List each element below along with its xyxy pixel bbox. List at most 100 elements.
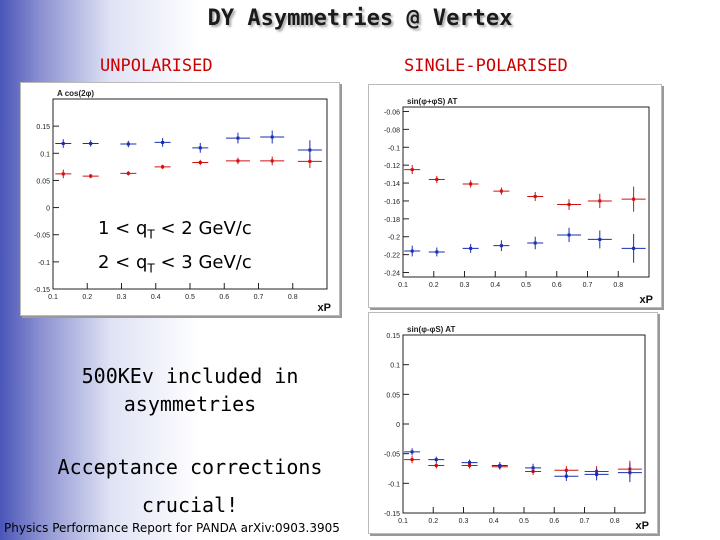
y-tick-label: -0.08	[384, 127, 400, 134]
x-tick-label: 0.2	[429, 282, 439, 289]
y-tick-label: -0.16	[384, 199, 400, 206]
x-tick-label: 0.5	[185, 294, 195, 301]
data-point	[632, 197, 636, 201]
data-point	[567, 233, 571, 237]
y-tick-label: 0	[396, 422, 400, 429]
y-tick-label: -0.05	[34, 233, 50, 240]
y-tick-label: -0.1	[388, 145, 400, 152]
x-tick-label: 0.4	[489, 518, 499, 525]
data-point	[533, 194, 537, 198]
data-point	[270, 159, 274, 163]
data-point	[126, 171, 130, 175]
x-tick-label: 0.4	[490, 282, 500, 289]
chart-panel-single-pol-bottom: -0.15 -0.1 -0.05 0 0.05 0.1 0.15 0.1 0.2 0.3 0.4 0.…	[368, 312, 658, 534]
data-point	[468, 461, 472, 465]
single-polarised-heading: SINGLE-POLARISED	[404, 56, 568, 76]
y-tick-label: -0.15	[384, 511, 400, 518]
data-point	[198, 161, 202, 165]
data-point	[410, 458, 414, 462]
x-tick-label: 0.5	[521, 282, 531, 289]
data-point	[410, 450, 414, 454]
y-tick-label: 0.05	[386, 392, 400, 399]
data-point	[61, 172, 65, 176]
chart-unpolarised: -0.15 -0.1 -0.05 0 0.05 0.1 0.15 0.1 0.2 0.3 0.4 0.…	[34, 89, 331, 314]
plot-frame	[402, 334, 646, 514]
y-tick-label: 0.15	[36, 124, 50, 131]
qt-range-label-1: 1 < qT < 2 GeV/c	[98, 218, 252, 242]
data-point	[499, 244, 503, 248]
data-point	[564, 474, 568, 478]
bullet-events: 500KEv included in asymmetries	[81, 364, 299, 416]
x-axis-label: xP	[636, 520, 649, 532]
x-tick-label: 0.8	[610, 518, 620, 525]
data-point	[89, 174, 93, 178]
x-tick-label: 0.8	[288, 294, 298, 301]
x-tick-label: 0.3	[459, 518, 469, 525]
y-tick-label: 0.1	[40, 151, 50, 158]
x-tick-label: 0.6	[552, 282, 562, 289]
y-tick-label: -0.2	[388, 235, 400, 242]
y-tick-label: -0.12	[384, 163, 400, 170]
data-point	[564, 468, 568, 472]
data-point	[161, 165, 165, 169]
x-tick-label: 0.3	[460, 282, 470, 289]
data-point	[435, 250, 439, 254]
data-point	[595, 472, 599, 476]
y-tick-label: -0.1	[38, 260, 50, 267]
x-tick-label: 0.1	[48, 294, 58, 301]
chart-panel-single-pol-top: -0.06 -0.08 -0.1 -0.12 -0.14 -0.16 -0.18 -0.2 -0…	[368, 84, 662, 308]
y-tick-label: -0.05	[384, 452, 400, 459]
data-point	[198, 146, 202, 150]
data-point	[410, 249, 414, 253]
x-tick-label: 0.2	[428, 518, 438, 525]
slide-title: DY Asymmetries @ Vertex	[207, 6, 513, 31]
data-point	[435, 177, 439, 181]
bullet-acceptance: Acceptance corrections crucial!	[57, 455, 323, 517]
chart-panel-unpolarised: -0.15 -0.1 -0.05 0 0.05 0.1 0.15 0.1 0.2 0.3 0.4 0.…	[20, 82, 340, 316]
y-tick-label: 0.15	[386, 333, 400, 340]
data-point	[236, 136, 240, 140]
x-tick-label: 0.1	[398, 518, 408, 525]
y-tick-label: 0.1	[390, 363, 400, 370]
x-tick-label: 0.6	[219, 294, 229, 301]
x-tick-label: 0.7	[583, 282, 593, 289]
y-axis-label: sin(φ+φS) AT	[407, 97, 457, 106]
data-point	[628, 471, 632, 475]
x-tick-label: 0.1	[398, 282, 408, 289]
data-point	[434, 464, 438, 468]
data-point	[161, 140, 165, 144]
x-axis-label: xP	[640, 294, 653, 306]
x-tick-label: 0.5	[519, 518, 529, 525]
footer-reference: Physics Performance Report for PANDA arX…	[4, 521, 340, 535]
data-point	[308, 159, 312, 163]
y-axis-label: sin(φ-φS) AT	[407, 325, 455, 334]
x-tick-label: 0.7	[254, 294, 264, 301]
plot-frame	[402, 106, 650, 278]
data-point	[89, 142, 93, 146]
x-tick-label: 0.4	[151, 294, 161, 301]
data-point	[469, 246, 473, 250]
data-point	[126, 142, 130, 146]
y-tick-label: -0.24	[384, 271, 400, 278]
y-axis-label: A cos(2φ)	[57, 89, 94, 98]
data-point	[410, 168, 414, 172]
data-point	[598, 237, 602, 241]
y-tick-label: -0.1	[388, 481, 400, 488]
y-tick-label: -0.15	[34, 287, 50, 294]
chart-single-pol-bottom: -0.15 -0.1 -0.05 0 0.05 0.1 0.15 0.1 0.2 0.3 0.4 0.…	[384, 325, 649, 532]
y-tick-label: -0.06	[384, 109, 400, 116]
x-tick-label: 0.6	[549, 518, 559, 525]
data-point	[270, 135, 274, 139]
data-point	[499, 189, 503, 193]
y-tick-label: -0.14	[384, 181, 400, 188]
x-tick-label: 0.8	[613, 282, 623, 289]
data-point	[236, 159, 240, 163]
data-point	[531, 466, 535, 470]
x-tick-label: 0.3	[117, 294, 127, 301]
data-point	[632, 246, 636, 250]
y-tick-label: -0.22	[384, 253, 400, 260]
y-tick-label: 0.05	[36, 178, 50, 185]
data-point	[469, 182, 473, 186]
plot-frame	[52, 98, 328, 290]
x-axis-label: xP	[318, 302, 331, 314]
